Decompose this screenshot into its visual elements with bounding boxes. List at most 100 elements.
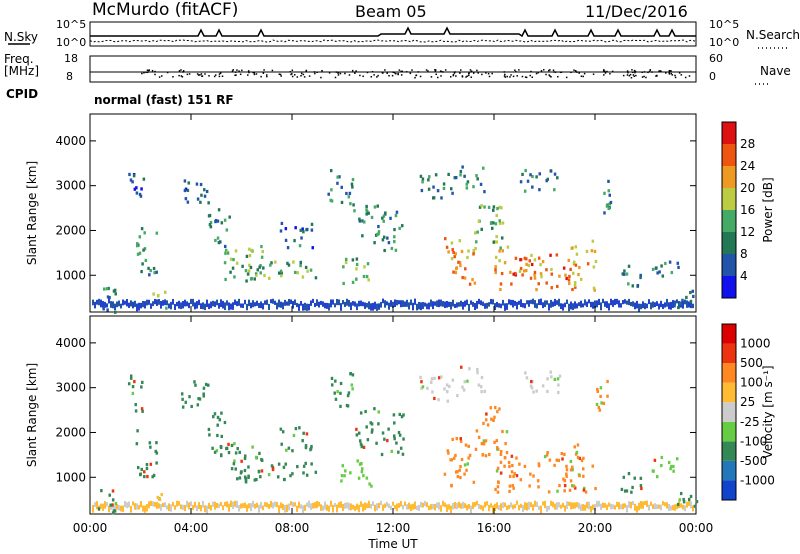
power-colorbar-segment [722, 166, 736, 188]
range-cell [555, 458, 559, 462]
range-cell [134, 503, 136, 510]
freq-dot [461, 75, 464, 77]
range-cell [138, 251, 142, 255]
range-cell [444, 301, 446, 309]
range-cell [465, 182, 469, 186]
range-cell [518, 505, 520, 511]
range-cell [112, 301, 114, 309]
range-cell [528, 259, 532, 263]
range-cell [513, 472, 516, 476]
range-cell [530, 386, 534, 390]
range-cell [460, 457, 464, 462]
freq-dot [436, 76, 439, 79]
range-cell [196, 505, 198, 512]
freq-dot [468, 74, 470, 77]
range-cell [200, 303, 202, 310]
range-cell [257, 469, 261, 473]
freq-dot [248, 71, 250, 74]
range-cell [254, 302, 256, 307]
range-cell [398, 226, 401, 230]
freq-dot [182, 70, 185, 72]
range-cell [676, 299, 678, 304]
freq-dot [141, 72, 143, 75]
range-cell [362, 474, 365, 478]
freq-dot [334, 76, 337, 79]
range-cell [596, 500, 598, 508]
range-cell [553, 463, 556, 467]
range-cell [285, 448, 288, 452]
range-cell [548, 505, 550, 510]
range-cell [450, 483, 453, 488]
range-cell [238, 298, 240, 306]
freq-dot [337, 74, 340, 76]
range-cell [597, 405, 601, 410]
range-cell [110, 504, 112, 510]
range-cell [94, 301, 96, 309]
range-cell [233, 275, 236, 279]
range-cell [216, 236, 220, 240]
noise-tick-top-right: 10^5 [709, 18, 740, 31]
range-cell [523, 256, 527, 260]
range-cell [149, 268, 152, 273]
power-colorbar-segment [722, 144, 736, 166]
range-cell [630, 501, 632, 509]
range-cell [243, 468, 247, 473]
range-cell [660, 504, 662, 511]
range-cell [510, 454, 514, 458]
freq-dot [293, 74, 296, 76]
velocity-colorbar-tick: -100 [740, 434, 767, 448]
range-cell [541, 384, 545, 388]
range-cell [400, 224, 404, 228]
nsearch-series-line [89, 39, 697, 43]
range-cell [452, 250, 455, 255]
range-cell [584, 504, 586, 511]
range-cell [374, 301, 376, 310]
range-cell [301, 275, 305, 279]
range-cell [142, 300, 144, 308]
station-title: McMurdo (fitACF) [92, 0, 239, 20]
range-cell [304, 302, 306, 311]
range-cell [454, 271, 458, 275]
range-cell [145, 466, 149, 471]
range-cell [152, 266, 156, 271]
range-cell [250, 503, 252, 512]
freq-dot [469, 69, 472, 71]
freq-dot [419, 75, 422, 78]
range-cell [256, 268, 260, 272]
range-cell [400, 500, 402, 507]
range-cell [149, 445, 152, 449]
freq-panel-frame [89, 55, 697, 83]
range-cell [109, 503, 112, 507]
range-cell [158, 299, 160, 305]
range-cell [495, 240, 498, 244]
range-cell [143, 231, 146, 235]
range-cell [475, 429, 479, 433]
freq-dot [535, 72, 538, 75]
freq-dot [344, 72, 346, 75]
power-colorbar-segment [722, 276, 736, 298]
range-cell [244, 502, 246, 509]
range-cell [360, 300, 362, 307]
range-cell [347, 195, 351, 199]
range-cell [168, 503, 170, 512]
range-cell [286, 246, 290, 250]
range-cell [676, 502, 680, 507]
range-cell [330, 299, 332, 308]
range-cell [298, 501, 300, 509]
range-cell [230, 500, 232, 507]
range-cell [588, 299, 590, 304]
range-cell [351, 373, 355, 377]
range-cell [219, 240, 222, 244]
range-cell [549, 169, 553, 173]
range-cell [291, 449, 294, 453]
range-cell [140, 227, 144, 231]
date-title: 11/Dec/2016 [585, 2, 688, 21]
range-cell [324, 302, 326, 309]
freq-dot [401, 70, 404, 73]
range-cell [400, 415, 404, 419]
range-cell [606, 504, 608, 511]
range-cell [271, 465, 275, 470]
range-cell [668, 302, 670, 310]
x-tick-label: 08:00 [275, 521, 310, 535]
freq-dot [384, 69, 386, 71]
